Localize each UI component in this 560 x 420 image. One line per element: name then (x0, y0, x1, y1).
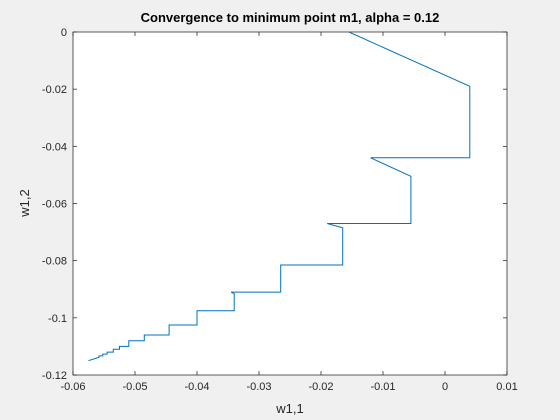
x-tick-label: -0.05 (122, 381, 147, 393)
y-tick-label: -0.12 (42, 370, 67, 382)
x-tick-label: -0.03 (246, 381, 271, 393)
y-tick-label: -0.02 (42, 84, 67, 96)
x-tick-label: -0.01 (370, 381, 395, 393)
y-tick-label: -0.1 (48, 313, 67, 325)
y-tick-label: 0 (61, 27, 67, 39)
x-tick-label: -0.06 (60, 381, 85, 393)
y-tick-label: -0.06 (42, 199, 67, 211)
y-tick-label: -0.04 (42, 141, 67, 153)
x-axis-label: w1,1 (275, 401, 303, 416)
series-line (88, 31, 471, 362)
x-tick-label: -0.04 (184, 381, 209, 393)
x-tick-label: 0 (442, 381, 448, 393)
axis-ticks (72, 31, 508, 376)
plot-area (72, 31, 508, 376)
x-tick-label: 0.01 (496, 381, 517, 393)
chart-title: Convergence to minimum point m1, alpha =… (141, 10, 440, 25)
y-axis-label: w1,2 (17, 189, 32, 217)
x-tick-label: -0.02 (308, 381, 333, 393)
tick-labels: -0.06 -0.05 -0.04 -0.03 -0.02 -0.01 0 0.01 0 -0.0… (42, 27, 518, 393)
y-tick-label: -0.08 (42, 256, 67, 268)
